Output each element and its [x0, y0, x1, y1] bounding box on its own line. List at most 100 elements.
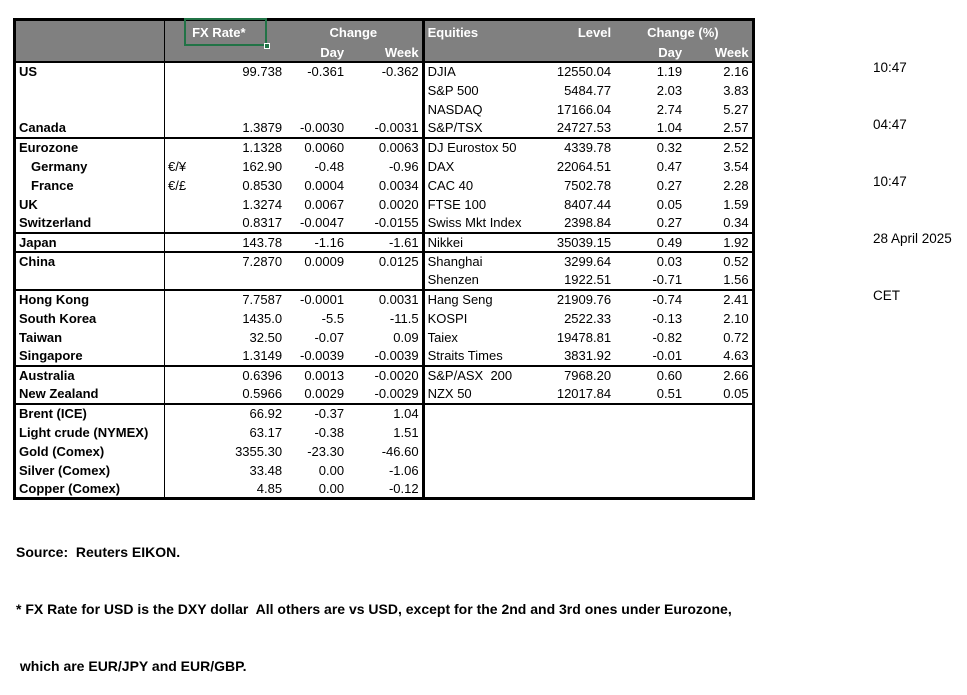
fx-pair-cell[interactable] — [164, 194, 190, 214]
eq-level-cell[interactable]: 3299.64 — [547, 250, 615, 271]
eq-change-week-cell[interactable]: 5.27 — [723, 101, 749, 117]
fx-country-cell[interactable]: Germany — [31, 158, 88, 174]
fx-change-week-cell[interactable]: 0.0031 — [347, 288, 424, 309]
header-blank-cell[interactable] — [164, 19, 190, 45]
header-blank-cell[interactable] — [421, 44, 548, 62]
fx-pair-cell[interactable]: €/£ — [164, 175, 190, 195]
fx-change-day-cell[interactable]: -0.361 — [307, 64, 345, 79]
eq-name-cell[interactable]: CAC 40 — [421, 175, 548, 195]
equities-header-cell[interactable]: Equities — [421, 19, 548, 45]
fx-change-week-cell[interactable]: -0.0155 — [374, 215, 419, 230]
fx-country-cell[interactable]: Switzerland — [19, 215, 92, 230]
fx-change-day-cell[interactable] — [285, 271, 347, 290]
header-blank-cell[interactable] — [164, 44, 190, 62]
eq-name-cell[interactable]: FTSE 100 — [421, 194, 548, 214]
level-header-cell[interactable]: Level — [547, 19, 615, 45]
fx-country-cell[interactable]: Japan — [14, 231, 165, 252]
eq-name-cell[interactable]: Shanghai — [421, 250, 548, 271]
eq-change-week-cell[interactable] — [685, 442, 753, 461]
fx-change-day-cell[interactable]: -0.07 — [314, 329, 345, 345]
eq-level-cell[interactable]: 12550.04 — [556, 64, 612, 79]
eq-change-day-cell[interactable]: -0.71 — [652, 272, 683, 287]
fx-country-cell[interactable]: Eurozone — [14, 136, 165, 157]
fx-pair-cell[interactable] — [164, 213, 190, 233]
fx-change-week-cell[interactable]: -0.0039 — [374, 348, 419, 363]
header-blank-cell[interactable] — [189, 44, 286, 62]
fx-change-header-cell[interactable]: Change — [285, 19, 424, 45]
fx-rate-cell[interactable]: 99.738 — [242, 64, 283, 79]
eq-change-week-cell[interactable]: 1.92 — [685, 231, 754, 252]
fx-pair-cell[interactable] — [164, 384, 190, 404]
eq-level-cell[interactable]: 22064.51 — [556, 158, 612, 174]
fx-change-day-cell[interactable]: -0.48 — [314, 158, 345, 174]
eq-level-cell[interactable] — [547, 461, 614, 480]
fx-country-cell[interactable]: China — [14, 250, 165, 271]
eq-change-week-cell[interactable]: 1.59 — [723, 196, 749, 212]
eq-change-week-cell[interactable]: 2.66 — [685, 364, 754, 385]
fx-country-cell[interactable]: Canada — [19, 120, 66, 135]
fx-rate-cell[interactable]: 1435.0 — [242, 310, 283, 326]
fx-change-week-cell[interactable]: -0.362 — [381, 64, 419, 79]
eq-level-cell[interactable]: 8407.44 — [564, 196, 612, 212]
fx-country-cell[interactable]: Taiwan — [19, 329, 63, 345]
eq-week-header-cell[interactable]: Week — [685, 44, 754, 62]
eq-change-day-cell[interactable]: 1.04 — [656, 120, 683, 135]
fx-rate-cell[interactable]: 4.85 — [256, 480, 283, 496]
eq-level-cell[interactable]: 3831.92 — [564, 348, 612, 363]
fx-pair-cell[interactable] — [164, 441, 190, 461]
eq-name-cell[interactable]: Nikkei — [421, 231, 548, 252]
fx-change-week-cell[interactable] — [347, 100, 423, 119]
fx-country-cell[interactable]: New Zealand — [19, 386, 99, 401]
fx-change-week-cell[interactable]: 0.0020 — [378, 196, 419, 212]
eq-level-cell[interactable]: 17166.04 — [556, 101, 612, 117]
fx-change-day-cell[interactable]: -5.5 — [321, 310, 345, 326]
fx-pair-cell[interactable] — [164, 288, 190, 309]
fx-rate-cell[interactable]: 33.48 — [249, 462, 283, 478]
fx-pair-cell[interactable] — [164, 479, 190, 499]
eq-name-cell[interactable] — [421, 422, 548, 442]
fx-change-day-cell[interactable]: 0.0067 — [304, 196, 345, 212]
eq-change-week-cell[interactable]: 4.63 — [723, 348, 749, 363]
fx-change-week-cell[interactable]: -11.5 — [389, 310, 419, 326]
header-blank-cell[interactable] — [14, 19, 165, 45]
eq-change-day-cell[interactable]: 2.03 — [656, 82, 683, 98]
eq-name-cell[interactable] — [421, 441, 548, 461]
eq-change-day-cell[interactable]: 0.60 — [614, 364, 686, 385]
fx-change-day-cell[interactable]: 0.00 — [318, 462, 345, 478]
eq-change-day-cell[interactable]: 0.27 — [656, 215, 683, 230]
fx-rate-cell[interactable]: 32.50 — [249, 329, 283, 345]
fx-rate-cell[interactable]: 143.78 — [189, 231, 286, 252]
eq-change-day-cell[interactable]: 0.03 — [614, 250, 686, 271]
fx-week-header-cell[interactable]: Week — [347, 44, 424, 62]
fx-change-day-cell[interactable]: 0.0004 — [304, 177, 345, 193]
eq-change-day-cell[interactable]: 0.49 — [614, 231, 686, 252]
eq-name-cell[interactable]: S&P/TSX — [421, 118, 548, 138]
eq-change-day-cell[interactable]: 2.74 — [656, 101, 683, 117]
eq-level-cell[interactable]: 7502.78 — [564, 177, 612, 193]
fx-change-week-cell[interactable]: -0.0031 — [374, 120, 419, 135]
fx-change-week-cell[interactable] — [347, 271, 423, 290]
eq-name-cell[interactable]: NZX 50 — [421, 384, 548, 404]
fx-change-day-cell[interactable]: 0.0009 — [285, 250, 348, 271]
fx-pair-cell[interactable] — [164, 136, 190, 157]
fx-pair-cell[interactable] — [164, 364, 190, 385]
fx-change-week-cell[interactable]: -46.60 — [381, 443, 419, 459]
fx-change-day-cell[interactable]: 0.0029 — [304, 386, 345, 401]
eq-level-cell[interactable]: 21909.76 — [547, 288, 615, 309]
eq-level-cell[interactable]: 1922.51 — [564, 272, 612, 287]
fx-country-cell[interactable]: UK — [19, 196, 38, 212]
fx-rate-cell[interactable]: 1.3274 — [242, 196, 283, 212]
eq-level-cell[interactable]: 35039.15 — [547, 231, 615, 252]
fx-rate-cell[interactable]: 7.2870 — [189, 250, 286, 271]
fx-country-cell[interactable]: South Korea — [19, 310, 97, 326]
fx-rate-cell[interactable]: 162.90 — [242, 158, 283, 174]
fx-change-day-cell[interactable]: -0.0039 — [299, 348, 345, 363]
eq-level-cell[interactable]: 2522.33 — [564, 310, 612, 326]
fx-change-day-cell[interactable] — [285, 81, 347, 100]
eq-change-week-cell[interactable]: 0.05 — [723, 386, 749, 401]
eq-change-week-cell[interactable]: 2.10 — [723, 310, 749, 326]
fx-pair-cell[interactable] — [164, 460, 190, 480]
fx-change-day-cell[interactable]: -1.16 — [285, 231, 348, 252]
eq-change-day-cell[interactable] — [614, 402, 686, 423]
fx-rate-cell[interactable]: 0.8530 — [242, 177, 283, 193]
